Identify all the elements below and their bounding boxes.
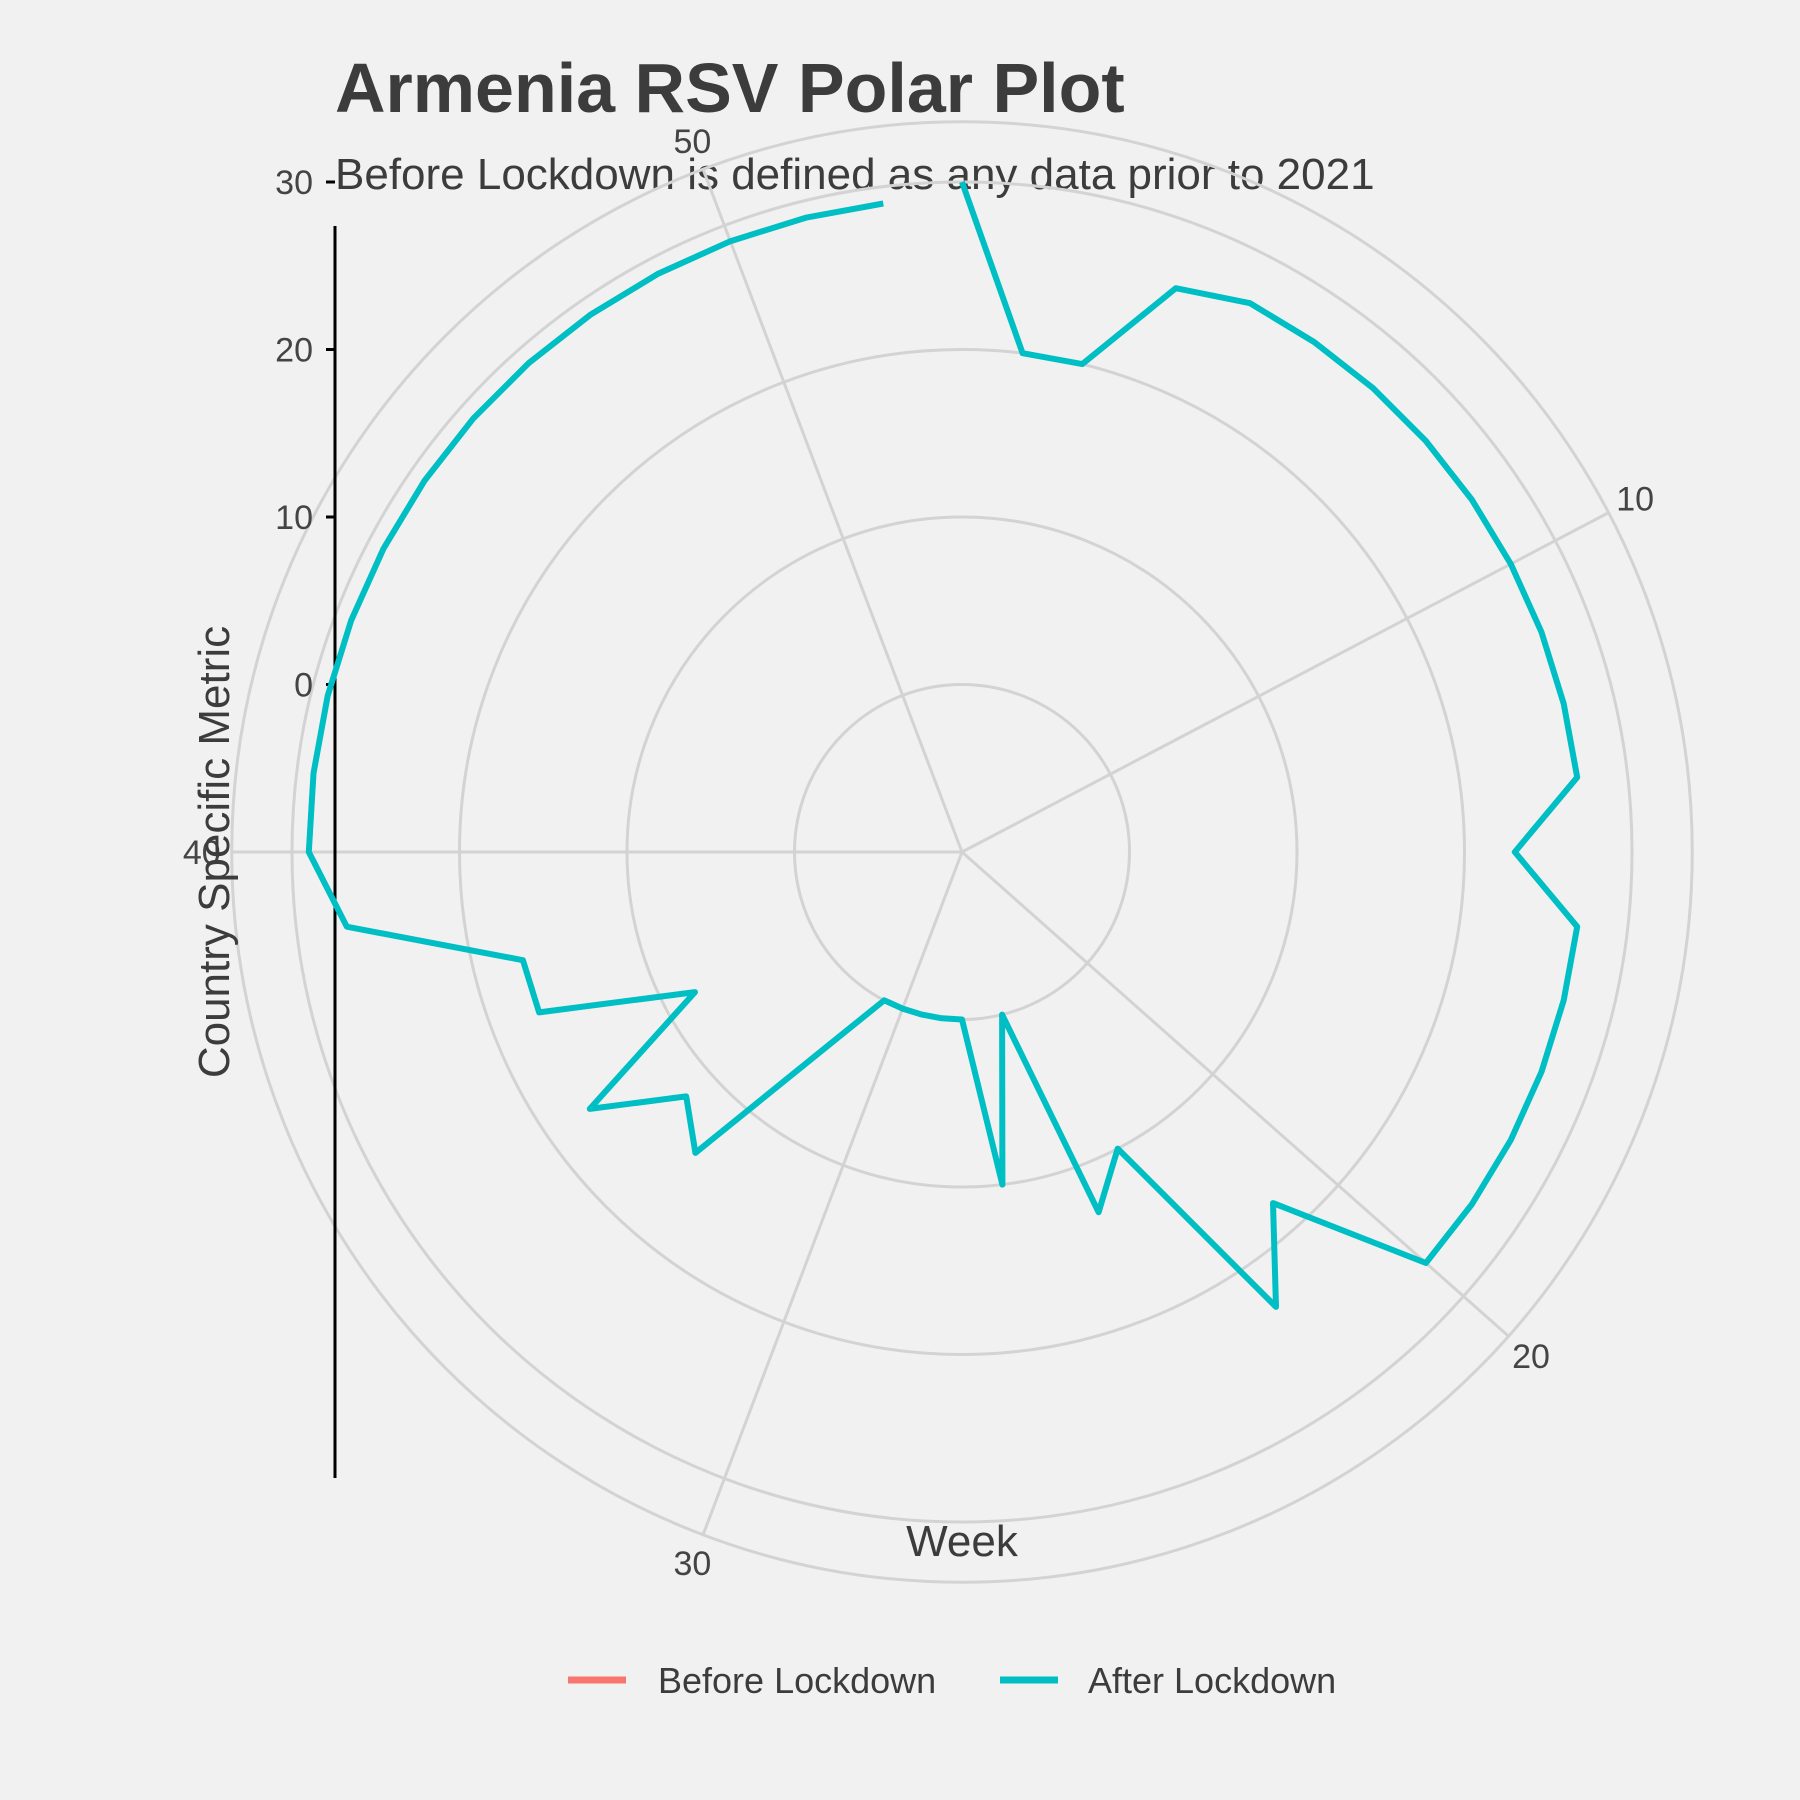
y-axis-title: Country Specific Metric [190, 626, 239, 1078]
legend-label-1: After Lockdown [1088, 1660, 1336, 1701]
x-tick-label-20: 20 [1512, 1338, 1550, 1376]
y-axis: 0 10 20 30 [275, 164, 337, 1478]
series-layer [305, 180, 1581, 1310]
grid-spoke-30 [701, 851, 964, 1536]
chart-title: Armenia RSV Polar Plot [335, 49, 1125, 127]
label-layer: 10 20 30 40 50 [183, 123, 1654, 1583]
x-tick-label-30: 30 [673, 1545, 711, 1583]
y-tick-label-0: 0 [294, 667, 313, 705]
grid-spoke-10 [961, 511, 1610, 854]
x-tick-label-50: 50 [673, 123, 711, 161]
y-tick-label-30: 30 [275, 164, 313, 202]
legend: Before Lockdown After Lockdown [568, 1660, 1336, 1701]
grid-spoke-50 [701, 168, 964, 853]
y-tick-label-10: 10 [275, 499, 313, 537]
x-tick-label-40: 40 [183, 834, 221, 872]
x-axis-title: Week [906, 1517, 1019, 1566]
series-line-1 [305, 180, 1581, 1310]
legend-label-0: Before Lockdown [658, 1660, 936, 1701]
y-tick-label-20: 20 [275, 332, 313, 370]
grid-spoke-20 [961, 850, 1510, 1338]
grid-layer [230, 120, 1694, 1584]
x-tick-label-10: 10 [1616, 481, 1654, 519]
